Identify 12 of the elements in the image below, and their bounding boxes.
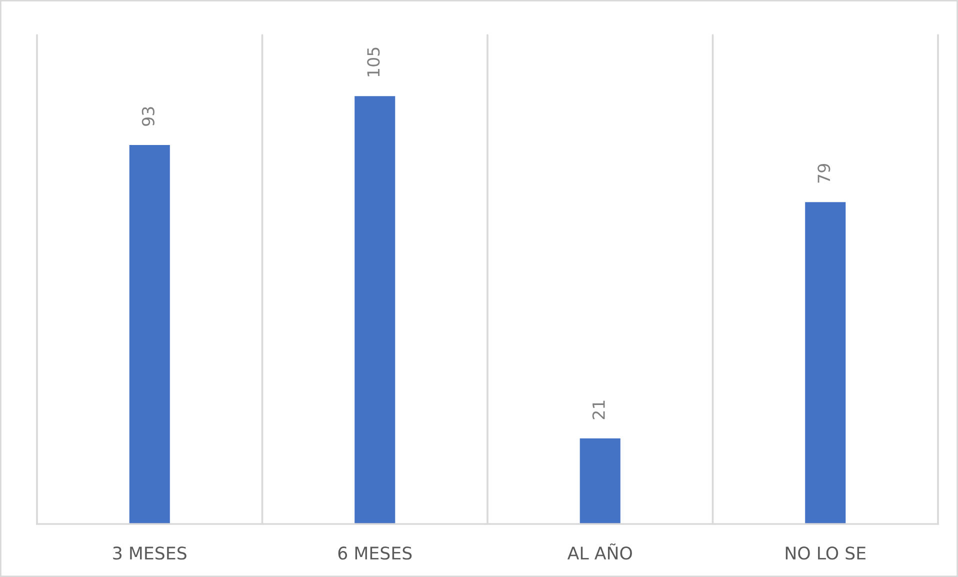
x-tick-label: NO LO SE (786, 546, 866, 560)
x-tick-label: 3 MESES (113, 546, 186, 560)
data-label: 21 (592, 400, 605, 420)
data-label: 93 (142, 107, 154, 126)
bar (354, 96, 396, 524)
bar (805, 202, 846, 524)
bar (580, 438, 620, 524)
data-label: 79 (818, 164, 830, 183)
bar (129, 145, 170, 524)
x-tick-label: 6 MESES (338, 546, 412, 560)
x-tick-label: AL AÑO (567, 543, 632, 560)
data-label: 105 (367, 48, 380, 76)
